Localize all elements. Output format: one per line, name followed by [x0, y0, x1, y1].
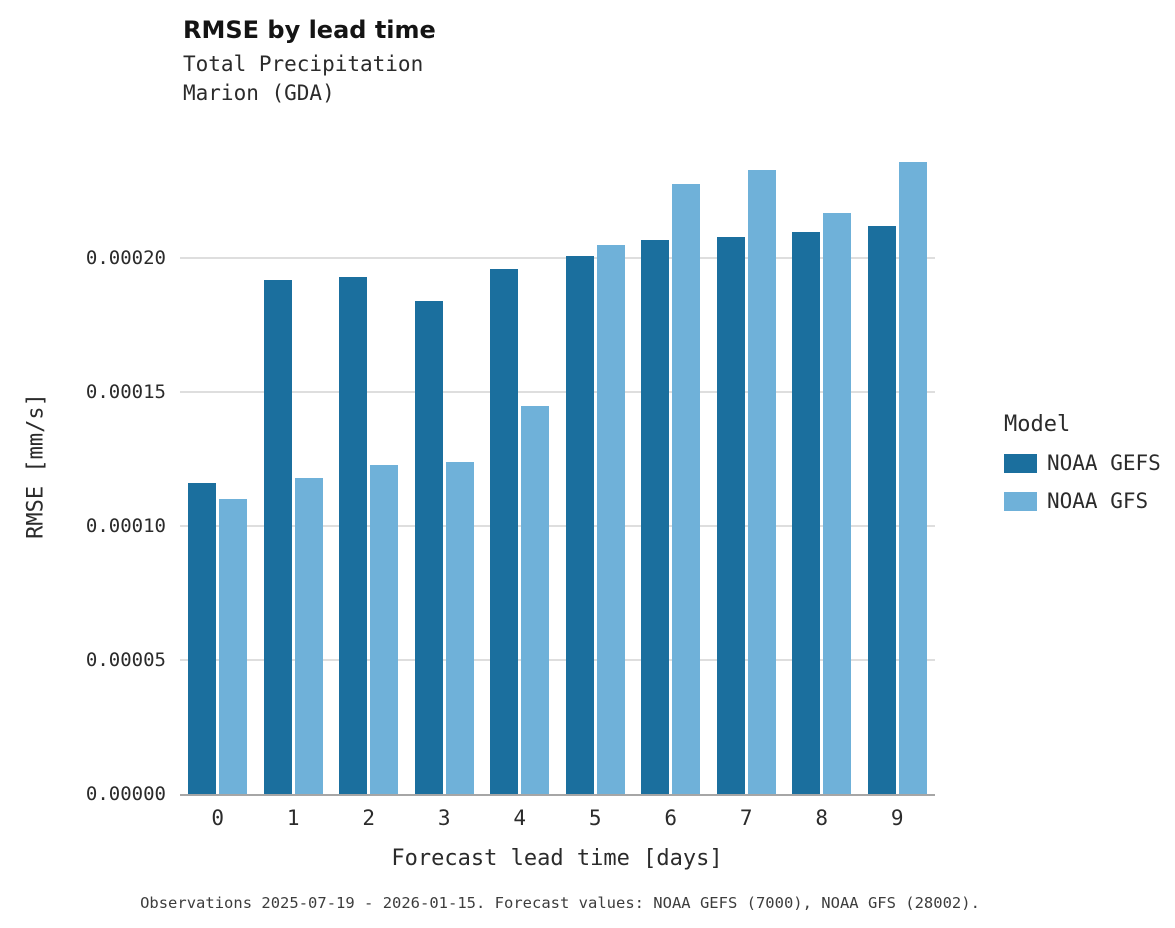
- x-tick-label: 6: [664, 806, 678, 830]
- gridline: [180, 525, 935, 528]
- y-tick-label: 0.00005: [85, 649, 166, 672]
- legend: Model NOAA GEFS NOAA GFS: [1004, 412, 1161, 527]
- bar-noaa-gefs-day-7: [716, 237, 745, 794]
- bar-noaa-gfs-day-0: [219, 499, 248, 794]
- bar-noaa-gfs-day-9: [898, 162, 927, 794]
- plot-area: [180, 138, 935, 796]
- bar-noaa-gefs-day-3: [414, 301, 443, 794]
- x-tick-label: 1: [286, 806, 300, 830]
- legend-label: NOAA GFS: [1047, 489, 1149, 513]
- legend-label: NOAA GEFS: [1047, 451, 1161, 475]
- y-tick-label: 0.00020: [85, 247, 166, 270]
- chart-title: RMSE by lead time: [183, 16, 436, 44]
- gridline: [180, 257, 935, 260]
- x-tick-label: 4: [513, 806, 527, 830]
- bar-noaa-gfs-day-7: [747, 170, 776, 794]
- x-tick-label: 2: [362, 806, 376, 830]
- x-tick-label: 8: [815, 806, 829, 830]
- bar-noaa-gefs-day-4: [490, 269, 519, 794]
- bar-noaa-gfs-day-2: [370, 464, 399, 794]
- legend-swatch-icon: [1004, 491, 1037, 511]
- y-tick-label: 0.00010: [85, 515, 166, 538]
- x-tick-label: 9: [890, 806, 904, 830]
- bar-noaa-gfs-day-8: [823, 212, 852, 794]
- bar-noaa-gfs-day-1: [294, 478, 323, 794]
- gridline: [180, 659, 935, 662]
- chart-subtitle-variable: Total Precipitation: [183, 52, 424, 76]
- bar-noaa-gfs-day-4: [521, 405, 550, 794]
- bar-noaa-gefs-day-0: [188, 483, 217, 794]
- legend-title: Model: [1004, 412, 1071, 437]
- x-tick-label: 7: [739, 806, 753, 830]
- y-axis-ticks: 0.00000 0.00005 0.00010 0.00015 0.00020: [0, 138, 166, 805]
- legend-entries: NOAA GEFS NOAA GFS: [1004, 451, 1161, 513]
- caption-text: Observations 2025-07-19 - 2026-01-15. Fo…: [140, 894, 980, 912]
- legend-swatch-icon: [1004, 453, 1037, 473]
- legend-entry: NOAA GEFS: [1004, 451, 1161, 475]
- bar-noaa-gefs-day-2: [339, 277, 368, 794]
- chart-subtitle-station: Marion (GDA): [183, 81, 335, 105]
- x-axis-ticks: 0 1 2 3 4 5 6 7 8 9: [180, 806, 935, 834]
- x-tick-label: 5: [588, 806, 602, 830]
- x-axis-title: Forecast lead time [days]: [391, 846, 723, 871]
- bar-noaa-gfs-day-6: [672, 183, 701, 794]
- bar-noaa-gefs-day-9: [867, 226, 896, 794]
- bar-noaa-gefs-day-6: [641, 239, 670, 794]
- bar-noaa-gefs-day-1: [263, 279, 292, 794]
- x-tick-label: 0: [211, 806, 225, 830]
- bar-noaa-gfs-day-5: [596, 245, 625, 794]
- bar-noaa-gefs-day-8: [792, 231, 821, 794]
- y-tick-label: 0.00000: [85, 783, 166, 805]
- legend-entry: NOAA GFS: [1004, 489, 1161, 513]
- x-tick-label: 3: [437, 806, 451, 830]
- gridline: [180, 391, 935, 394]
- bar-noaa-gefs-day-5: [565, 255, 594, 794]
- y-tick-label: 0.00015: [85, 381, 166, 404]
- bar-noaa-gfs-day-3: [445, 461, 474, 794]
